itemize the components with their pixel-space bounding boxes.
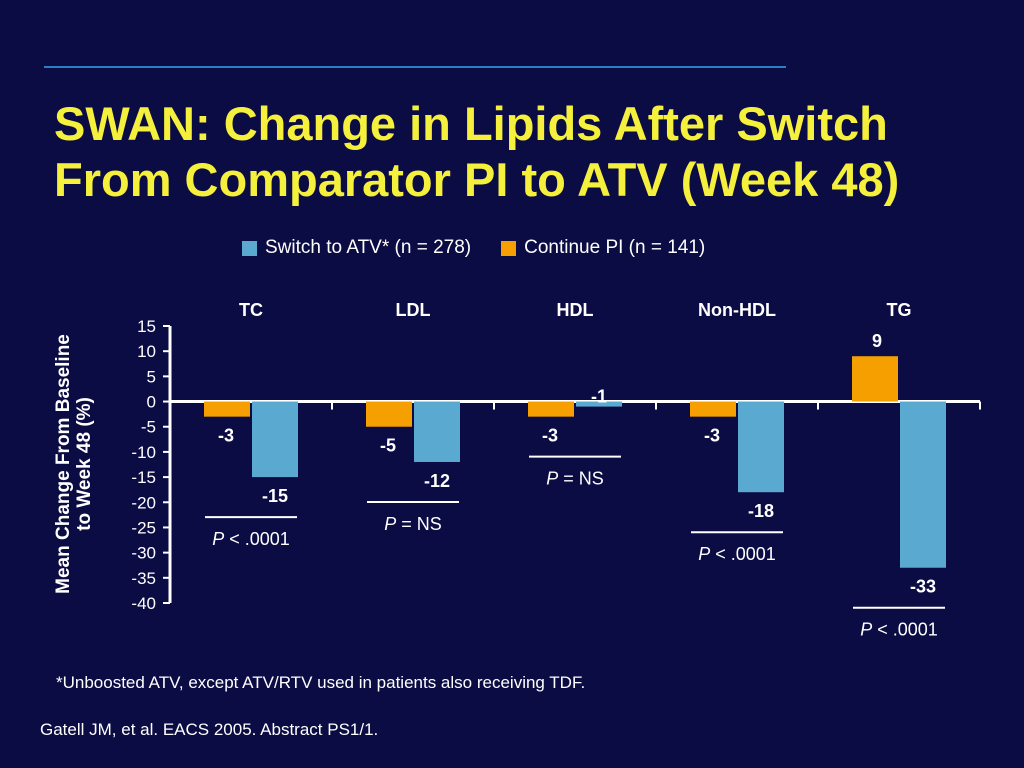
y-tick-label: 0 xyxy=(147,393,156,412)
data-label-continue: -5 xyxy=(380,436,396,456)
y-tick-label: -20 xyxy=(131,493,156,512)
y-tick-label: -30 xyxy=(131,544,156,563)
bar-continue xyxy=(690,401,736,417)
y-tick-label: -10 xyxy=(131,443,156,462)
category-label-tg: TG xyxy=(887,300,912,320)
legend-item-switch: Switch to ATV* (n = 278) xyxy=(242,237,471,259)
y-tick-label: -15 xyxy=(131,468,156,487)
category-label-non-hdl: Non-HDL xyxy=(698,300,776,320)
citation: Gatell JM, et al. EACS 2005. Abstract PS… xyxy=(40,720,379,739)
data-label-continue: -3 xyxy=(218,426,234,446)
legend-label-switch: Switch to ATV* (n = 278) xyxy=(265,237,472,258)
category-label-tc: TC xyxy=(239,300,263,320)
legend-item-continue: Continue PI (n = 141) xyxy=(501,237,705,259)
bar-continue xyxy=(528,401,574,417)
y-axis-label: Mean Change From Baseline to Week 48 (%) xyxy=(53,334,95,594)
y-tick-label: 10 xyxy=(137,342,156,361)
bar-continue xyxy=(852,356,898,402)
category-label-ldl: LDL xyxy=(396,300,431,320)
y-tick-label: -25 xyxy=(131,518,156,537)
y-tick-label: -5 xyxy=(141,418,156,437)
pvalue-label: P < .0001 xyxy=(698,544,776,564)
slide-title: SWAN: Change in Lipids After Switch From… xyxy=(54,96,994,208)
title-rule xyxy=(44,66,786,68)
legend-swatch-switch xyxy=(242,240,257,256)
data-label-switch: -1 xyxy=(591,387,607,407)
pvalue-label: P < .0001 xyxy=(212,529,290,549)
y-axis-label-line-2: to Week 48 (%) xyxy=(74,397,95,531)
data-label-continue: 9 xyxy=(872,331,882,351)
pvalue-label: P = NS xyxy=(384,514,442,534)
pvalue-label: P = NS xyxy=(546,469,604,489)
title-line-1: SWAN: Change in Lipids After Switch xyxy=(54,97,888,150)
bar-continue xyxy=(204,401,250,417)
bar-switch xyxy=(738,401,784,493)
y-tick-label: -40 xyxy=(131,594,156,613)
bar-switch xyxy=(252,401,298,478)
footnote: *Unboosted ATV, except ATV/RTV used in p… xyxy=(56,673,586,692)
data-label-switch: -18 xyxy=(748,501,774,521)
legend-swatch-continue xyxy=(501,240,517,256)
title-line-2: From Comparator PI to ATV (Week 48) xyxy=(54,153,900,206)
data-label-switch: -15 xyxy=(262,486,288,506)
bar-switch xyxy=(900,401,946,568)
bar-switch xyxy=(414,401,460,462)
data-label-continue: -3 xyxy=(542,426,558,446)
y-tick-label: 15 xyxy=(137,317,156,336)
y-axis-label-line-1: Mean Change From Baseline xyxy=(53,334,74,594)
data-label-continue: -3 xyxy=(704,426,720,446)
y-tick-label: 5 xyxy=(147,367,156,386)
legend-label-continue: Continue PI (n = 141) xyxy=(524,237,706,258)
chart-legend: Switch to ATV* (n = 278) Continue PI (n … xyxy=(242,236,735,260)
pvalue-label: P < .0001 xyxy=(860,620,938,640)
bar-continue xyxy=(366,401,412,427)
data-label-switch: -33 xyxy=(910,577,936,597)
y-tick-label: -35 xyxy=(131,569,156,588)
bar-switch xyxy=(576,401,622,407)
data-label-switch: -12 xyxy=(424,471,450,491)
category-label-hdl: HDL xyxy=(557,300,594,320)
